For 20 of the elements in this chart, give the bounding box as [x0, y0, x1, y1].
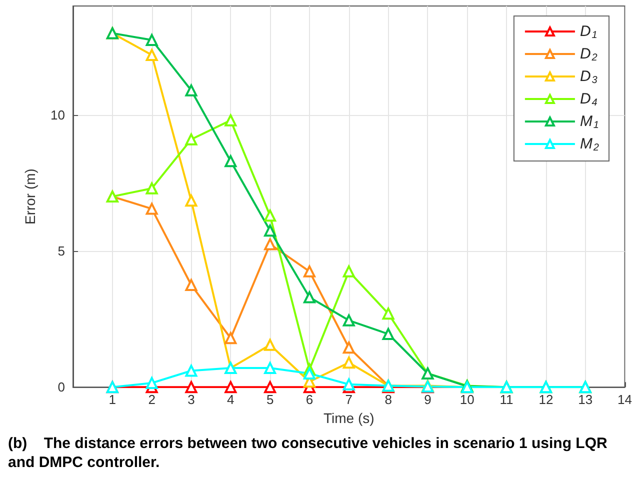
y-tick-label: 0 [58, 380, 65, 395]
x-tick-label: 1 [108, 392, 116, 408]
y-tick-label: 10 [50, 107, 65, 122]
x-tick-label: 4 [227, 392, 234, 408]
text: (b) The distance errors between two consecutive vehicles in scenario 1 using LQR and DMPC controller. [8, 434, 608, 472]
x-tick-label: 13 [578, 392, 593, 408]
x-tick-label: 11 [500, 392, 514, 408]
x-tick-label: 5 [266, 392, 274, 408]
x-tick-label: 8 [384, 392, 392, 408]
x-tick-label: 7 [345, 392, 352, 408]
x-axis-title: Time (s) [323, 410, 374, 426]
x-tick-label: 14 [618, 392, 632, 408]
x-tick-label: 9 [424, 392, 432, 408]
x-tick-label: 6 [306, 392, 314, 408]
y-axis-title: Error (m) [22, 168, 38, 225]
x-tick-label: 2 [148, 392, 156, 408]
x-tick-label: 12 [538, 392, 554, 408]
y-tick-label: 5 [58, 243, 65, 258]
x-tick-label: 10 [460, 392, 474, 408]
x-tick-label: 3 [188, 392, 195, 408]
